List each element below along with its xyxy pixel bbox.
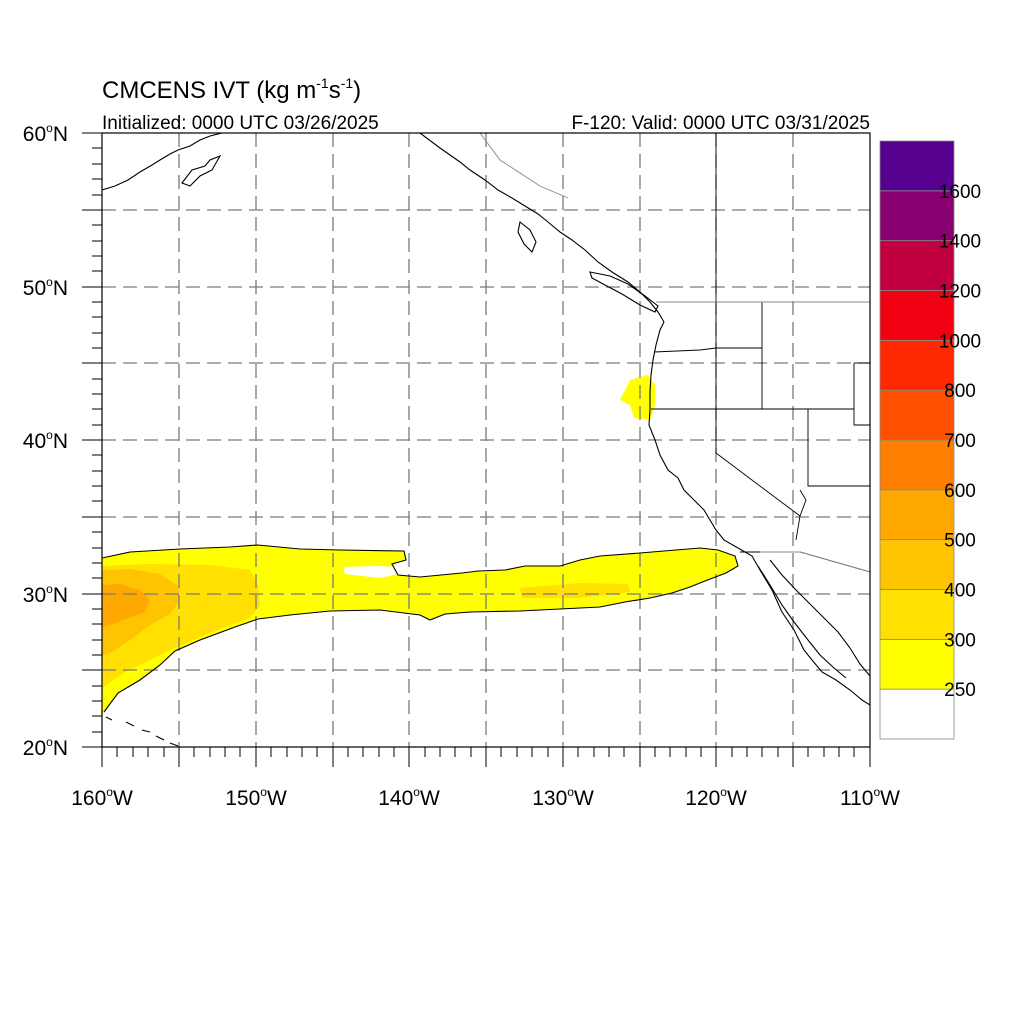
colorbar: 250 300 400 500 600 700 800 1000 1200 1400 1600 bbox=[879, 140, 981, 740]
longitude-labels: 160oW 150oW 140oW 130oW 120oW 110oW bbox=[71, 785, 900, 810]
vancouver-island bbox=[589, 271, 659, 313]
ar-contour-outline bbox=[102, 544, 739, 713]
init-time-label: Initialized: 0000 UTC 03/26/2025 bbox=[102, 113, 379, 134]
international-boundaries bbox=[479, 133, 870, 573]
map-panel: 60oN 50oN 40oN 30oN 20oN 160oW 150oW 140… bbox=[23, 121, 900, 810]
lon-label: 140oW bbox=[378, 785, 440, 810]
ivt-shading bbox=[102, 375, 738, 716]
lon-label: 160oW bbox=[71, 785, 133, 810]
lon-label: 130oW bbox=[532, 785, 594, 810]
ar-core-500 bbox=[102, 584, 150, 628]
colorbar-swatch bbox=[879, 240, 955, 291]
colorbar-label: 500 bbox=[944, 531, 976, 552]
lon-label: 110oW bbox=[840, 785, 900, 810]
lon-label: 150oW bbox=[225, 785, 287, 810]
us-west-coast bbox=[648, 321, 870, 706]
colorbar-swatch bbox=[879, 290, 955, 341]
kodiak-islands bbox=[181, 154, 222, 187]
colorbar-label: 1400 bbox=[939, 232, 981, 253]
bc-alaska-coast bbox=[419, 133, 665, 323]
haida-gwaii bbox=[517, 221, 537, 253]
hawaii-islands bbox=[105, 716, 179, 747]
baja-gulf-coast bbox=[769, 559, 870, 677]
lat-label: 20oN bbox=[23, 735, 68, 760]
lat-label: 30oN bbox=[23, 582, 68, 607]
colorbar-label: 400 bbox=[944, 581, 976, 602]
lat-label: 40oN bbox=[23, 428, 68, 453]
colorbar-label: 600 bbox=[944, 481, 976, 502]
figure-title: CMCENS IVT (kg m-1s-1) bbox=[102, 75, 361, 104]
colorbar-label: 1600 bbox=[939, 182, 981, 203]
colorbar-label: 250 bbox=[944, 680, 976, 701]
coastlines bbox=[102, 133, 870, 747]
colorbar-swatch bbox=[879, 539, 955, 590]
colorbar-label: 300 bbox=[944, 630, 976, 651]
colorbar-swatch bbox=[879, 439, 955, 491]
lat-label: 50oN bbox=[23, 275, 68, 300]
ar-coastal-blob bbox=[620, 375, 655, 420]
colorbar-swatch bbox=[879, 589, 955, 640]
colorbar-label: 1000 bbox=[939, 331, 981, 352]
colorbar-label: 700 bbox=[944, 431, 976, 452]
colorbar-label: 800 bbox=[944, 381, 976, 402]
colorbar-swatch bbox=[879, 140, 955, 192]
colorbar-swatch bbox=[879, 638, 955, 690]
colorbar-swatch bbox=[879, 688, 955, 740]
lat-label: 60oN bbox=[23, 121, 68, 146]
axis-ticks bbox=[82, 132, 871, 767]
colorbar-swatch bbox=[879, 389, 955, 441]
valid-time-label: F-120: Valid: 0000 UTC 03/31/2025 bbox=[571, 113, 870, 134]
ar-cutout bbox=[343, 566, 398, 578]
graticule bbox=[102, 133, 870, 747]
colorbar-label: 1200 bbox=[939, 282, 981, 303]
colorbar-swatch bbox=[879, 489, 955, 541]
colorbar-swatch bbox=[879, 190, 955, 242]
latitude-labels: 60oN 50oN 40oN 30oN 20oN bbox=[23, 121, 68, 760]
lon-label: 120oW bbox=[685, 785, 747, 810]
baja-peninsula-west bbox=[757, 565, 847, 679]
alaska-coast bbox=[102, 133, 223, 191]
